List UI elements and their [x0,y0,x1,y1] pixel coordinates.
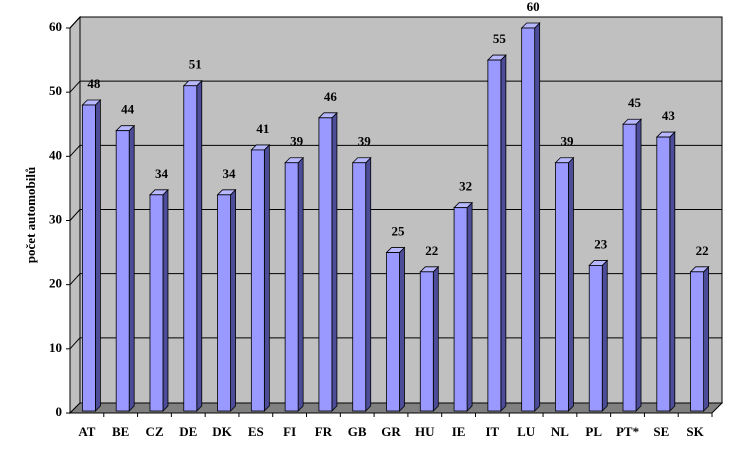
bar [690,271,705,412]
bar [555,162,569,412]
value-label: 32 [459,179,472,194]
bar [183,85,198,412]
value-label: 45 [628,95,642,110]
bar-side [703,265,710,412]
value-label: 46 [324,89,338,104]
bar [115,130,130,412]
bar-side [365,156,372,412]
bar [81,104,96,412]
bar-side [500,54,507,412]
value-label: 34 [223,166,237,181]
value-label: 34 [155,166,169,181]
value-label: 39 [358,134,372,149]
value-label: 48 [87,76,101,91]
x-tick-label: DK [212,424,232,439]
x-tick-label: SE [653,424,669,439]
bar [149,194,164,412]
bar-side [669,131,676,412]
x-tick-label: GR [381,424,401,439]
value-label: 55 [493,31,507,46]
y-tick-label: 0 [56,404,63,419]
x-tick-label: IE [452,424,466,439]
x-tick-label: IT [486,424,500,439]
x-tick-label: AT [78,424,95,439]
value-label: 23 [594,236,608,251]
bar-side [601,259,608,412]
bar [250,149,265,412]
value-label: 41 [256,121,269,136]
y-tick-label: 40 [49,147,62,162]
y-axis-title: počet automobilů [23,167,38,263]
value-label: 60 [527,0,540,14]
value-label: 22 [425,243,438,258]
x-tick-label: PT* [616,424,639,439]
bar-side [568,156,574,412]
value-label: 51 [189,57,202,72]
value-label: 44 [121,102,135,117]
bar [487,59,502,412]
x-tick-label: FI [283,424,296,439]
grid-line [69,16,81,29]
y-tick-label: 50 [49,83,62,98]
x-tick-label: FR [315,424,333,439]
bar [352,162,367,412]
bar-side [635,118,642,412]
x-tick-label: GB [348,424,367,439]
bar [284,162,299,412]
bar-side [331,111,338,412]
bar-side [230,188,236,412]
x-tick-label: BE [112,424,129,439]
bar [656,136,671,412]
bar [419,271,434,412]
bar [622,123,637,412]
x-tick-label: SK [686,424,704,439]
y-tick-label: 30 [49,211,62,226]
bar-side [297,156,304,412]
value-label: 22 [696,243,709,258]
bar-side [162,188,169,412]
bar [521,27,536,412]
x-tick-label: ES [248,424,264,439]
grid-line [69,80,81,93]
bar-side [128,124,135,412]
y-tick-label: 60 [49,19,62,34]
x-tick-label: LU [517,424,536,439]
bar-side [466,201,473,412]
x-tick-label: DE [179,424,197,439]
grid-line [69,273,81,286]
bar-side [94,99,101,412]
value-label: 43 [662,108,676,123]
x-tick-label: PL [585,424,602,439]
grid-line [69,209,81,221]
bar [588,265,603,412]
grid-line [69,144,81,157]
bar-side [432,265,439,412]
bar-side [534,22,541,412]
bar [453,207,468,412]
y-tick-label: 20 [49,276,62,291]
x-tick-label: NL [551,424,569,439]
bar [318,117,333,412]
value-label: 25 [392,224,406,239]
value-label: 39 [560,134,574,149]
bar-side [196,79,203,412]
bar [217,194,231,412]
bar-side [399,246,405,412]
value-label: 39 [290,134,304,149]
x-tick-label: CZ [145,424,163,439]
bar-side [263,143,270,412]
bar [386,252,400,412]
y-tick-label: 10 [49,340,62,355]
grid-line [69,337,81,350]
x-tick-label: HU [415,424,435,439]
